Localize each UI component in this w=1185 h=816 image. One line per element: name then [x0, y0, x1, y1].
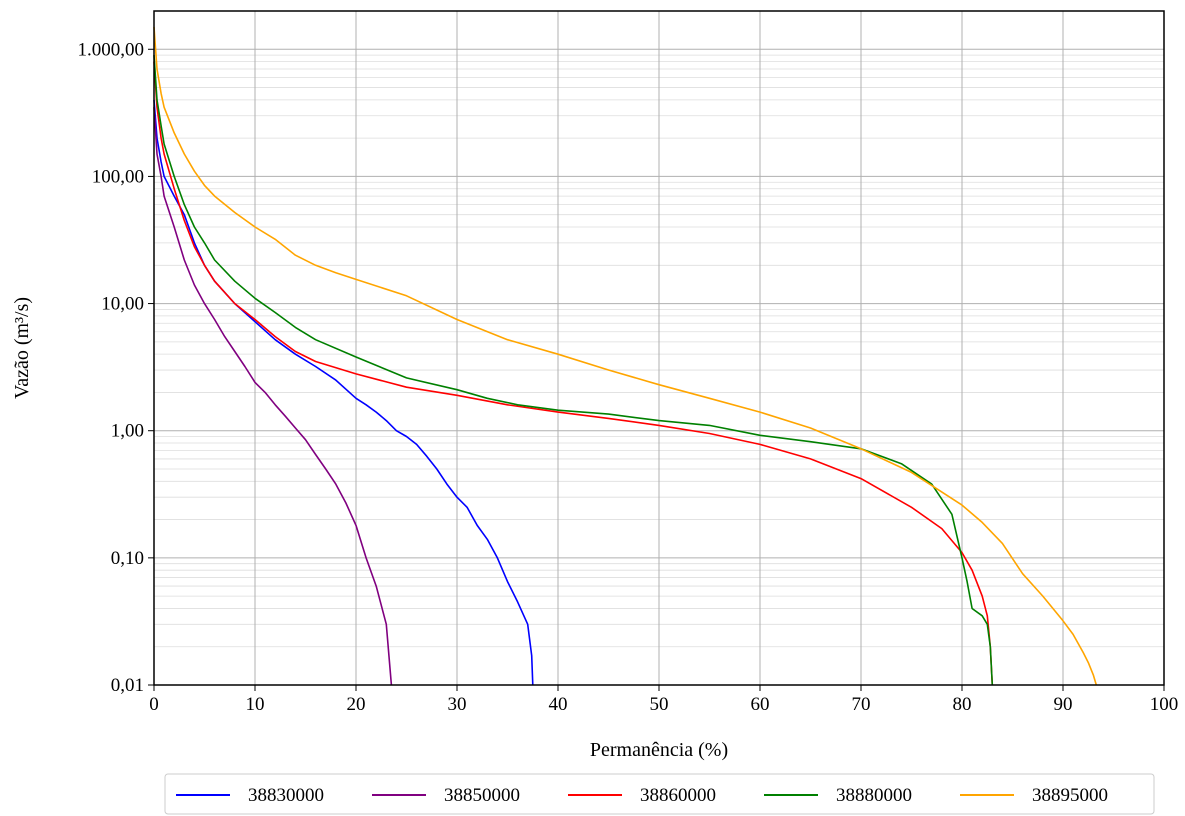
series-line-38880000 [153, 55, 994, 686]
major-grid [153, 11, 1165, 686]
x-tick-label: 40 [549, 694, 568, 715]
x-tick-label: 20 [347, 694, 366, 715]
series-line-38850000 [153, 107, 393, 686]
y-tick-label: 1,00 [111, 421, 144, 442]
series-layer [153, 26, 1098, 686]
y-ticks: 0,01 0,10 1,00 10,00 100,00 1.000,00 [78, 39, 154, 696]
legend: 38830000 38850000 38860000 38880000 38895000 [164, 773, 1155, 815]
legend-label-38895000: 38895000 [1032, 785, 1108, 806]
y-tick-label: 0,01 [111, 675, 144, 696]
x-tick-label: 10 [246, 694, 265, 715]
y-tick-label: 0,10 [111, 548, 144, 569]
y-tick-label: 10,00 [101, 294, 144, 315]
legend-label-38830000: 38830000 [248, 785, 324, 806]
legend-box [164, 773, 1155, 815]
x-tick-label: 60 [751, 694, 770, 715]
x-tick-label: 80 [953, 694, 972, 715]
x-tick-label: 30 [448, 694, 467, 715]
x-tick-label: 70 [852, 694, 871, 715]
x-axis-label: Permanência (%) [590, 739, 728, 761]
y-axis-label: Vazão (m³/s) [11, 297, 33, 399]
x-tick-label: 90 [1054, 694, 1073, 715]
y-tick-label: 1.000,00 [78, 39, 145, 60]
legend-label-38880000: 38880000 [836, 785, 912, 806]
y-tick-label: 100,00 [92, 166, 144, 187]
legend-items: 38830000 38850000 38860000 38880000 38895000 [176, 785, 1108, 806]
series-line-38860000 [153, 61, 994, 686]
x-ticks: 0 10 20 30 40 50 60 70 80 90 100 [149, 685, 1178, 715]
series-line-38895000 [153, 26, 1098, 686]
legend-label-38860000: 38860000 [640, 785, 716, 806]
x-tick-label: 50 [650, 694, 669, 715]
x-tick-label: 100 [1150, 694, 1179, 715]
x-tick-label: 0 [149, 694, 159, 715]
legend-label-38850000: 38850000 [444, 785, 520, 806]
series-line-38830000 [153, 99, 534, 686]
